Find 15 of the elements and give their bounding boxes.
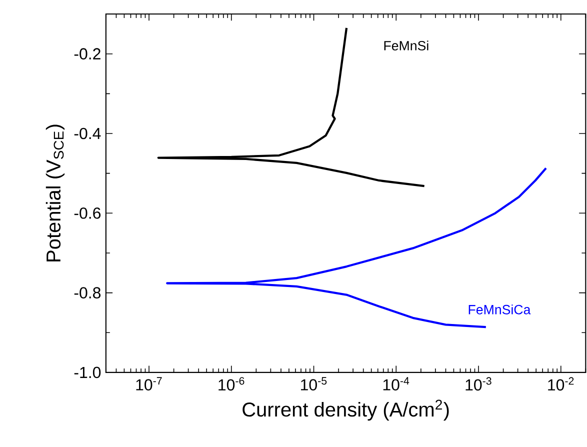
series-label: FeMnSiCa <box>468 304 531 314</box>
y-tick-label: -1.0 <box>74 366 101 378</box>
x-tick-label: 10$^{-2}$ <box>548 376 574 390</box>
x-axis-title: Current density (A/cm$^{2}$) <box>242 400 449 420</box>
y-tick-label: -0.6 <box>74 207 101 219</box>
y-tick-label: -0.4 <box>74 128 101 139</box>
x-tick-label: 10$^{-5}$ <box>301 376 327 390</box>
x-tick-label: 10$^{-6}$ <box>218 376 244 390</box>
y-tick-label: -0.8 <box>74 286 101 298</box>
x-tick-label: 10$^{-3}$ <box>466 376 492 390</box>
y-axis-title: Potential (V$_{SCE}$) <box>46 124 65 262</box>
text: FeMnSi <box>384 40 428 50</box>
y-tick-label: -0.2 <box>74 48 100 60</box>
x-tick-label: 10$^{-4}$ <box>383 376 410 390</box>
x-tick-label: 10$^{-7}$ <box>136 376 162 390</box>
